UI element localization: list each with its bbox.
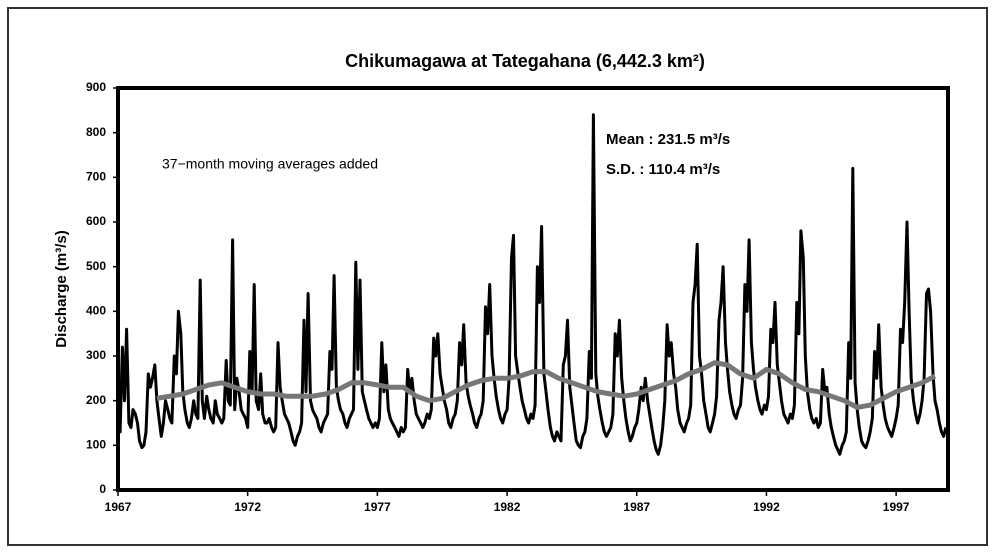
x-tick-label: 1997: [883, 500, 910, 514]
y-tick-label: 900: [86, 80, 106, 94]
y-tick-label: 800: [86, 125, 106, 139]
data-line: [156, 360, 937, 410]
chart-title: Chikumagawa at Tategahana (6,442.3 km²): [345, 51, 705, 71]
y-axis-label: Discharge (m³/s): [53, 230, 70, 348]
y-tick-label: 600: [86, 214, 106, 228]
y-tick-label: 500: [86, 259, 106, 273]
y-tick-label: 0: [99, 482, 106, 496]
plot-frame: [116, 86, 950, 492]
x-tick-label: 1977: [364, 500, 391, 514]
x-tick-label: 1967: [105, 500, 132, 514]
x-tick-label: 1972: [234, 500, 261, 514]
y-tick-label: 100: [86, 438, 106, 452]
x-tick-label: 1982: [494, 500, 521, 514]
annotation: 37−month moving averages added: [162, 156, 378, 172]
x-tick-label: 1992: [753, 500, 780, 514]
y-tick-label: 200: [86, 393, 106, 407]
y-tick-label: 300: [86, 348, 106, 362]
annotation: Mean : 231.5 m³/s: [606, 131, 730, 148]
y-tick-label: 400: [86, 304, 106, 318]
annotation: S.D. : 110.4 m³/s: [606, 161, 720, 178]
x-tick-label: 1987: [623, 500, 650, 514]
outer-frame: [7, 7, 988, 546]
y-tick-label: 700: [86, 170, 106, 184]
data-line: [116, 113, 948, 456]
